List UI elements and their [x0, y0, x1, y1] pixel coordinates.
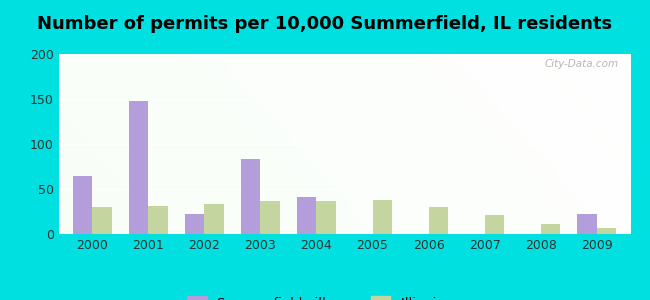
Bar [541, 224, 560, 234]
Bar [372, 200, 392, 234]
Bar [240, 159, 261, 234]
Bar [297, 197, 317, 234]
Bar [204, 204, 224, 234]
Bar [317, 201, 336, 234]
Bar [92, 207, 112, 234]
Text: City-Data.com: City-Data.com [545, 59, 619, 69]
Bar [485, 215, 504, 234]
Bar [129, 101, 148, 234]
Bar [577, 214, 597, 234]
Bar [73, 176, 92, 234]
Text: Number of permits per 10,000 Summerfield, IL residents: Number of permits per 10,000 Summerfield… [38, 15, 612, 33]
Bar [148, 206, 168, 234]
Bar [261, 201, 280, 234]
Bar [597, 228, 616, 234]
Bar [428, 207, 448, 234]
Legend: Summerfield village, Illinois average: Summerfield village, Illinois average [181, 291, 508, 300]
Bar [185, 214, 204, 234]
